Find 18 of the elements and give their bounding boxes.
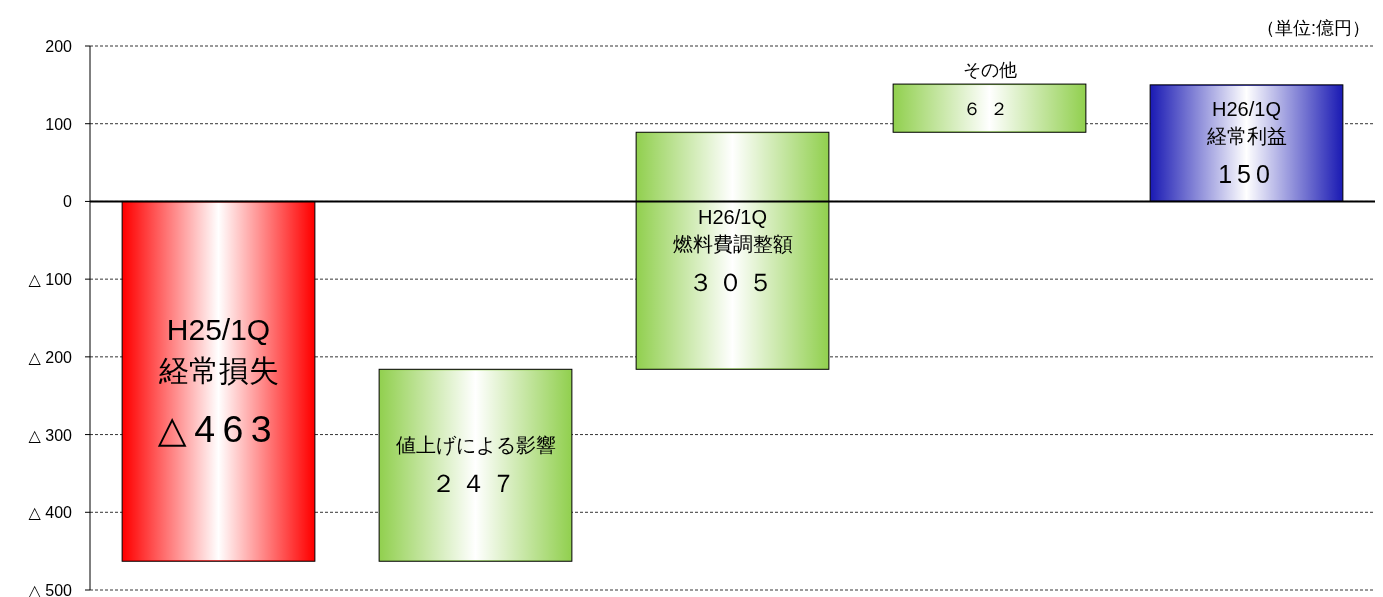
text: （単位:億円）	[1256, 18, 1370, 38]
x-tick-label: H25/1Q 経常損失	[157, 313, 279, 387]
y-tick-label: △ 300	[28, 426, 73, 444]
y-tick-label: 100	[45, 115, 73, 133]
data-label: △463	[157, 407, 280, 450]
x-tick-label: H26/1Q 経常利益	[1205, 97, 1287, 147]
x-tick-label: 値上げによる影響	[395, 433, 556, 456]
data-label: ６２	[962, 99, 1017, 120]
x-tick-label: その他	[962, 60, 1017, 81]
y-tick-label: 200	[45, 38, 73, 55]
y-tick-label: △ 100	[28, 271, 73, 289]
x-tick-label: H26/1Q 燃料費調整額	[672, 205, 793, 255]
y-tick-label: △ 200	[28, 348, 73, 366]
data-label: ３０５	[687, 268, 778, 297]
y-tick-label: △ 400	[28, 504, 73, 522]
data-label: ２４７	[430, 469, 521, 498]
data-label: 150	[1218, 160, 1275, 189]
y-tick-label: 0	[63, 193, 73, 211]
